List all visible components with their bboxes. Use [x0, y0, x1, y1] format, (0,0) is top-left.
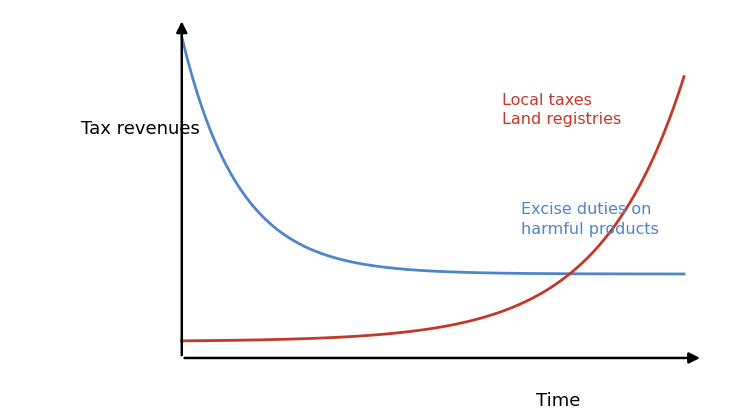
Text: Tax revenues: Tax revenues [81, 120, 200, 138]
Text: Time: Time [537, 391, 580, 409]
Text: Excise duties on
harmful products: Excise duties on harmful products [520, 202, 658, 236]
Text: Local taxes
Land registries: Local taxes Land registries [502, 92, 621, 127]
